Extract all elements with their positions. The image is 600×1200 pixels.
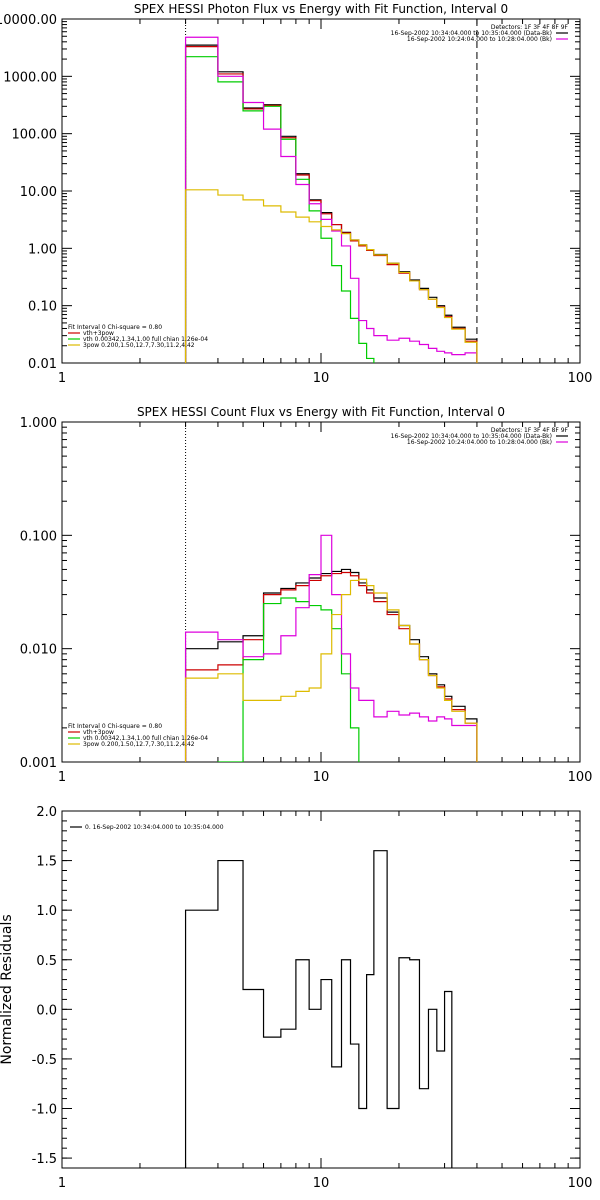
plot-frame xyxy=(61,18,581,364)
y-tick-label: 1.00 xyxy=(28,242,57,257)
chart-title: SPEX HESSI Photon Flux vs Energy with Fi… xyxy=(134,2,508,16)
y-tick-label: 100.00 xyxy=(12,128,58,143)
y-axis-label: Normalized Residuals xyxy=(0,914,15,1064)
legend-entry: 0. 16-Sep-2002 10:34:04.000 to 10:35:04.… xyxy=(85,824,224,831)
photon-flux-panel: SPEX HESSI Photon Flux vs Energy with Fi… xyxy=(0,2,592,386)
info-line: 16-Sep-2002 10:34:04.000 to 10:35:04.000… xyxy=(391,433,552,440)
legend-entry: vth 0.00342,1.34,1.00 full chian 1.26e-0… xyxy=(83,336,208,343)
series-1-histogram xyxy=(184,46,478,363)
info-line: Detectors: 1F 3F 4F 8F 9F xyxy=(491,427,569,434)
y-tick-label: 0.5 xyxy=(36,954,57,969)
y-tick-label: 10000.00 xyxy=(0,13,57,28)
info-line: 16-Sep-2002 10:34:04.000 to 10:35:04.000… xyxy=(391,30,552,37)
series-3-histogram xyxy=(184,36,478,363)
y-tick-label: 0.100 xyxy=(20,529,57,544)
x-tick-label: 100 xyxy=(568,371,593,386)
y-tick-label: 0.0 xyxy=(36,1003,57,1018)
y-tick-label: 0.01 xyxy=(28,357,57,372)
series-0-histogram xyxy=(184,850,453,1168)
y-tick-label: 1000.00 xyxy=(3,70,57,85)
series-0-histogram xyxy=(184,44,478,363)
series-1-histogram xyxy=(184,571,478,762)
x-tick-label: 1 xyxy=(58,1176,66,1191)
series-0-histogram xyxy=(184,568,478,762)
series-2-histogram xyxy=(217,597,360,762)
x-tick-label: 100 xyxy=(568,770,593,785)
y-tick-label: 2.0 xyxy=(36,805,57,820)
y-tick-label: 10.00 xyxy=(20,185,57,200)
legend-entry: vth+3pow xyxy=(83,729,114,736)
legend-entry: Fit Interval 0 Chi-square = 0.80 xyxy=(68,723,162,730)
info-line: Detectors: 1F 3F 4F 8F 9F xyxy=(491,24,569,31)
legend-entry: 3pow 0.200,1.50,12.7,7.30,11.2,4.42 xyxy=(83,741,195,748)
plot-frame xyxy=(61,421,581,763)
info-line: 16-Sep-2002 10:24:04.000 to 10:28:04.000… xyxy=(407,439,552,446)
x-tick-label: 1 xyxy=(58,371,66,386)
chart-title: SPEX HESSI Count Flux vs Energy with Fit… xyxy=(137,405,505,419)
y-tick-label: 0.001 xyxy=(20,756,57,771)
count-flux-panel: SPEX HESSI Count Flux vs Energy with Fit… xyxy=(20,405,593,785)
legend-entry: 3pow 0.200,1.50,12.7,7.30,11.2,4.42 xyxy=(83,342,195,349)
residuals-panel: Normalized Residuals 1 10 100 -1.5 -1.0 -0.5 0.… xyxy=(0,805,592,1191)
series-4-histogram xyxy=(184,189,478,363)
x-tick-label: 10 xyxy=(313,1176,330,1191)
legend-entry: Fit Interval 0 Chi-square = 0.80 xyxy=(68,324,162,331)
x-tick-label: 100 xyxy=(568,1176,593,1191)
x-tick-label: 10 xyxy=(313,770,330,785)
series-3-histogram xyxy=(184,534,478,762)
y-tick-label: -1.0 xyxy=(32,1103,57,1118)
y-tick-label: 1.5 xyxy=(36,855,57,870)
y-tick-label: -0.5 xyxy=(32,1053,57,1068)
x-tick-label: 10 xyxy=(313,371,330,386)
legend-entry: vth+3pow xyxy=(83,330,114,337)
y-tick-label: -1.5 xyxy=(32,1152,57,1167)
series-4-histogram xyxy=(184,578,478,762)
y-tick-label: 0.10 xyxy=(28,300,57,315)
legend-entry: vth 0.00342,1.34,1.00 full chian 1.26e-0… xyxy=(83,735,208,742)
y-tick-label: 1.0 xyxy=(36,904,57,919)
y-tick-label: 1.000 xyxy=(20,416,57,431)
x-tick-label: 1 xyxy=(58,770,66,785)
info-line: 16-Sep-2002 10:24:04.000 to 10:28:04.000… xyxy=(407,36,552,43)
y-tick-label: 0.010 xyxy=(20,643,57,658)
series-2-histogram xyxy=(184,56,375,363)
